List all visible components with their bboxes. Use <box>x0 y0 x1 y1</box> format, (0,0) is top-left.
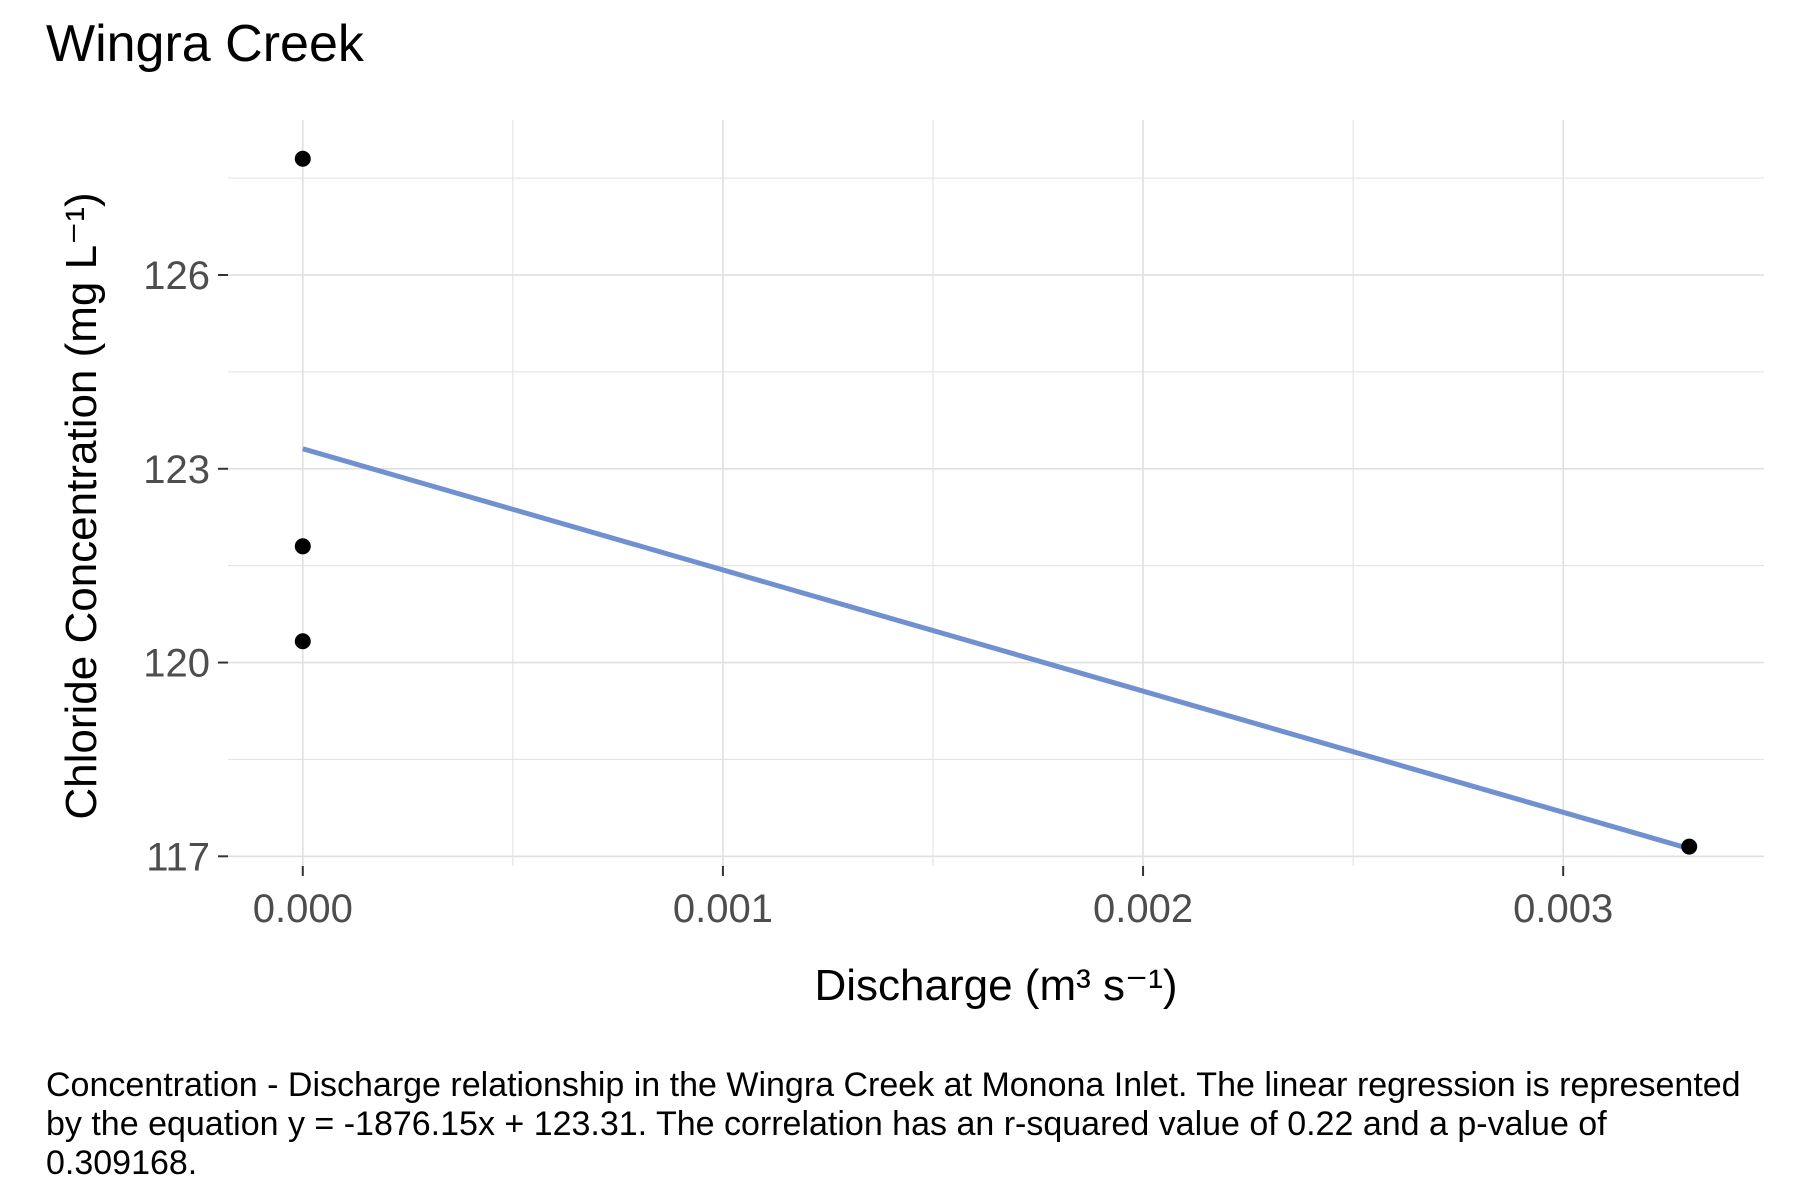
data-point <box>294 150 311 167</box>
x-tick-label: 0.000 <box>253 887 353 931</box>
y-tick-label: 120 <box>143 642 210 686</box>
grid-lines <box>228 120 1764 866</box>
data-series <box>294 150 1698 855</box>
y-tick-label: 126 <box>143 254 210 298</box>
axes: 117 120 123 126 0.000 0.001 0.002 0.003 <box>143 254 1613 931</box>
x-tick-label: 0.003 <box>1513 887 1613 931</box>
x-tick-label: 0.001 <box>673 887 773 931</box>
data-point <box>294 538 311 555</box>
x-tick-label: 0.002 <box>1093 887 1193 931</box>
figure-caption: Concentration - Discharge relationship i… <box>46 1066 1741 1182</box>
x-axis-title: Discharge (m³ s⁻¹) <box>814 961 1177 1010</box>
y-tick-label: 123 <box>143 448 210 492</box>
chart-title: Wingra Creek <box>46 15 364 73</box>
y-axis-title: Chloride Concentration (mg L⁻¹) <box>57 192 106 819</box>
data-point <box>1681 838 1698 855</box>
regression-line <box>302 446 1690 852</box>
data-point <box>294 633 311 650</box>
y-tick-label: 117 <box>146 835 210 879</box>
